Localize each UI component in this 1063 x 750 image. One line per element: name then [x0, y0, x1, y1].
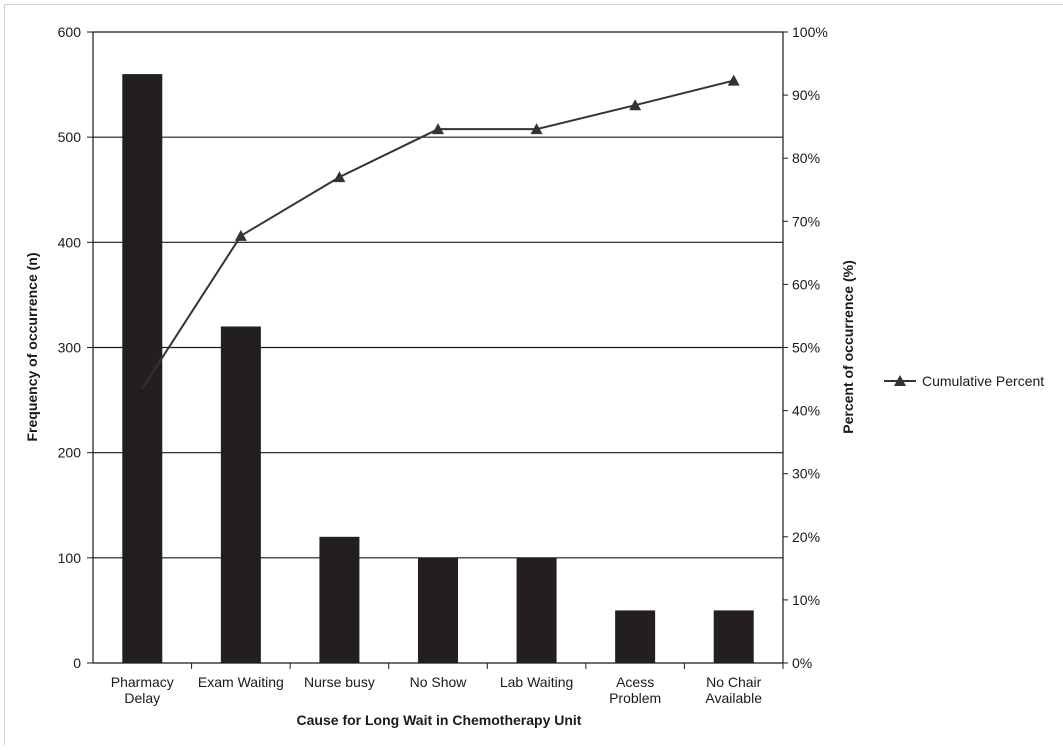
y2-tick-label: 80%: [792, 150, 820, 166]
y-tick-label: 500: [58, 129, 82, 145]
bar: [221, 326, 261, 663]
y-tick-label: 600: [58, 24, 82, 40]
y2-tick-label: 0%: [792, 655, 812, 671]
bar-series: [122, 74, 753, 663]
y-tick-label: 100: [58, 550, 82, 566]
x-tick-label: Problem: [609, 690, 661, 706]
x-tick-label: Lab Waiting: [500, 674, 573, 690]
y2-tick-label: 30%: [792, 466, 820, 482]
y-tick-label: 300: [58, 340, 82, 356]
x-tick-label: Exam Waiting: [198, 674, 284, 690]
x-tick-label: Delay: [124, 690, 160, 706]
y-axis-ticks: 0 100 200 300 400 500 600: [58, 24, 93, 671]
x-tick-label: No Show: [410, 674, 468, 690]
y2-tick-label: 70%: [792, 213, 820, 229]
y-axis-title: Frequency of occurrence (n): [24, 252, 40, 441]
bar: [714, 610, 754, 663]
x-tick-label: Acess: [616, 674, 654, 690]
line-point: [235, 230, 247, 241]
line-point: [728, 75, 740, 86]
y2-axis-title: Percent of occurrence (%): [840, 260, 856, 434]
y2-tick-label: 60%: [792, 276, 820, 292]
x-axis-title: Cause for Long Wait in Chemotherapy Unit: [297, 712, 582, 728]
bar: [418, 558, 458, 663]
bar: [517, 558, 557, 663]
x-tick-label: Nurse busy: [304, 674, 375, 690]
x-tick-label: No Chair: [706, 674, 762, 690]
y2-tick-label: 10%: [792, 592, 820, 608]
y-tick-label: 0: [73, 655, 81, 671]
y-tick-label: 200: [58, 445, 82, 461]
legend: Cumulative Percent: [884, 373, 1044, 389]
y2-tick-label: 20%: [792, 529, 820, 545]
x-tick-label: Available: [705, 690, 762, 706]
y2-axis-ticks: 0% 10% 20% 30% 40% 50% 60% 70% 80% 90% 100%: [783, 24, 828, 671]
y2-tick-label: 100%: [792, 24, 828, 40]
bar: [319, 537, 359, 663]
y2-tick-label: 40%: [792, 403, 820, 419]
gridlines: [93, 32, 783, 558]
x-tick-label: Pharmacy: [111, 674, 174, 690]
legend-label: Cumulative Percent: [922, 373, 1044, 389]
y2-tick-label: 50%: [792, 340, 820, 356]
bar: [615, 610, 655, 663]
line-point: [333, 171, 345, 182]
y-tick-label: 400: [58, 234, 82, 250]
y2-tick-label: 90%: [792, 87, 820, 103]
